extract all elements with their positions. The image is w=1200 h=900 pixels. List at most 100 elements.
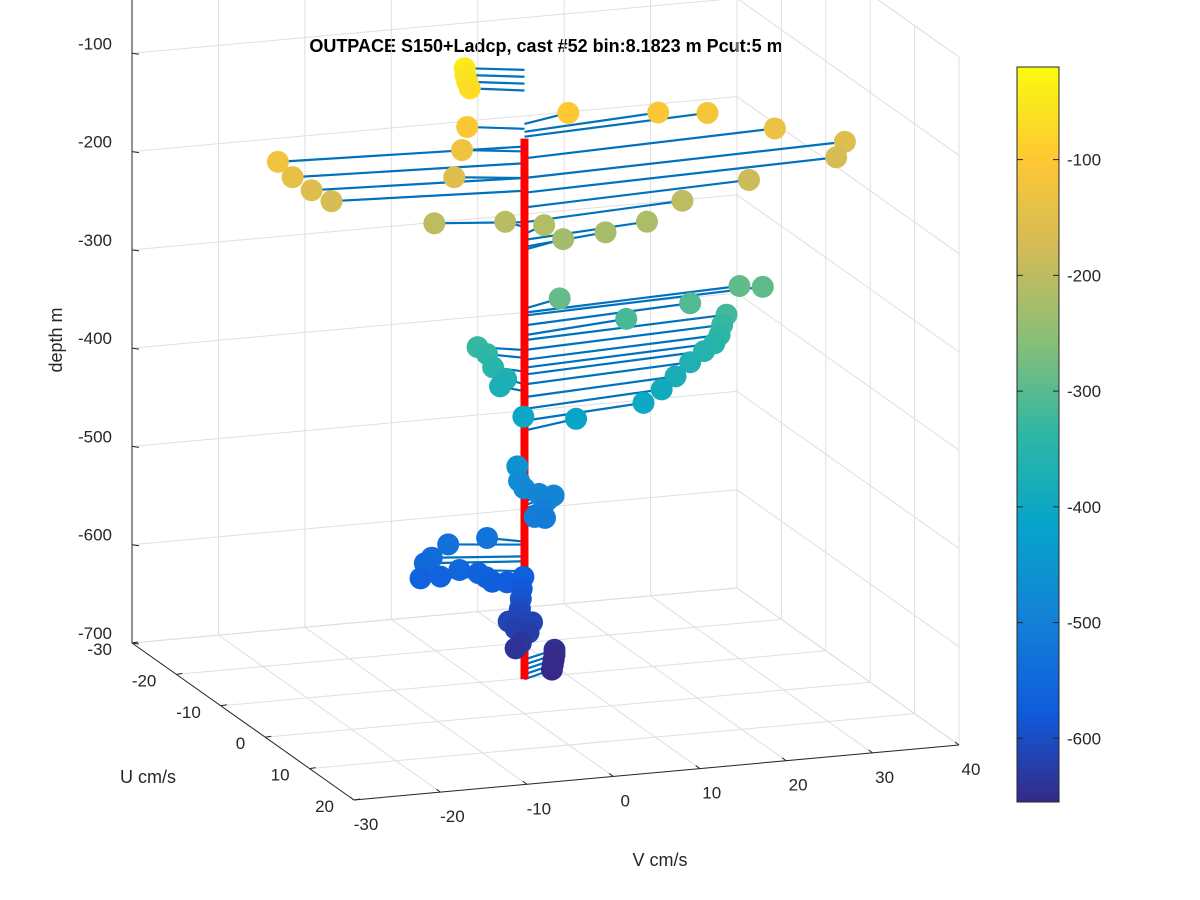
colorbar-tick-label: -500: [1067, 614, 1101, 633]
depth-marker: [548, 287, 571, 310]
x-tick-label: 40: [962, 760, 981, 779]
grid-line-floor-v: [563, 603, 787, 762]
depth-marker: [494, 210, 517, 233]
colorbar-tick-label: -100: [1067, 151, 1101, 170]
depth-marker: [671, 189, 694, 212]
depth-marker: [458, 77, 481, 100]
x-tick-label: -10: [527, 799, 552, 818]
y-tick-mark: [309, 767, 316, 770]
depth-marker: [635, 210, 658, 233]
z-axis-label: depth m: [46, 307, 66, 372]
grid-line-floor-v: [304, 626, 528, 785]
x-tick-mark: [522, 780, 528, 785]
grid-line-side-z: [736, 194, 960, 353]
depth-marker: [320, 190, 343, 213]
grid-lines: [131, 0, 960, 801]
vector-line: [524, 127, 776, 160]
depth-marker: [409, 567, 432, 590]
depth-marker: [825, 146, 848, 169]
depth-marker: [552, 228, 575, 251]
depth-marker: [456, 115, 479, 138]
colorbar-tick-label: -400: [1067, 498, 1101, 517]
z-tick-mark: [131, 52, 140, 55]
z-tick-label: -300: [78, 231, 112, 250]
depth-marker: [533, 506, 556, 529]
z-tick-label: -700: [78, 624, 112, 643]
depth-marker: [594, 221, 617, 244]
depth-marker: [504, 637, 527, 660]
depth-marker: [679, 351, 702, 374]
grid-line-floor-u: [265, 681, 871, 738]
depth-marker: [650, 378, 673, 401]
z-tick-mark: [131, 445, 140, 448]
grid-line-floor-v: [650, 595, 873, 754]
x-axis-line: [353, 744, 960, 801]
z-tick-mark: [131, 151, 140, 154]
y-tick-mark: [265, 735, 272, 738]
vector-line: [524, 178, 750, 209]
grid-line-side-z: [736, 391, 960, 549]
depth-marker: [489, 375, 512, 398]
y-tick-label: 0: [236, 734, 245, 753]
y-tick-mark: [220, 704, 227, 707]
depth-marker: [437, 533, 460, 556]
grid-line-floor-v: [218, 634, 441, 793]
vector-line: [331, 189, 525, 203]
vector-line: [292, 162, 525, 179]
depth-marker: [443, 166, 466, 189]
chart-title: OUTPACE S150+Ladcp, cast #52 bin:8.1823 …: [309, 36, 782, 56]
vector-line: [524, 285, 763, 317]
vector-line: [424, 560, 525, 565]
z-tick-label: -100: [78, 34, 112, 53]
vector-line: [311, 176, 525, 192]
velocity-vectors: [277, 67, 846, 681]
vector-line: [524, 220, 648, 241]
depth-marker: [737, 168, 760, 191]
y-tick-label: -10: [176, 703, 201, 722]
colorbar-gradient: [1016, 66, 1060, 803]
depth-marker: [281, 166, 304, 189]
vector-line: [524, 361, 691, 386]
depth-marker: [451, 139, 474, 162]
depth-marker: [512, 405, 535, 428]
depth-marker: [751, 275, 774, 298]
grid-line-side-z: [738, 0, 960, 156]
depth-marker: [696, 101, 719, 124]
x-tick-label: 10: [702, 784, 721, 803]
vector-line: [277, 145, 525, 163]
y-axis-line: [131, 642, 355, 801]
depth-marker: [429, 565, 452, 588]
y-tick-mark: [176, 672, 183, 675]
vector-line: [524, 111, 708, 138]
x-tick-mark: [695, 765, 701, 769]
x-tick-mark: [608, 773, 614, 777]
depth-marker: [533, 214, 556, 237]
floor-edge: [736, 587, 960, 746]
x-tick-mark: [954, 741, 960, 746]
z-tick-mark: [131, 642, 140, 645]
y-tick-mark: [353, 798, 361, 801]
depth-marker: [664, 365, 687, 388]
x-tick-mark: [349, 796, 355, 801]
y-tick-label: -30: [87, 640, 112, 659]
z-tick-label: -400: [78, 329, 112, 348]
axes-frame: [131, 0, 960, 801]
grid-line-floor-u: [176, 618, 782, 675]
x-tick-mark: [781, 757, 787, 762]
tick-labels: -30-20-10010203040-30-20-10010200-100-20…: [78, 34, 981, 834]
grid-line-side-z: [736, 489, 960, 648]
colorbar-tick-label: -300: [1067, 382, 1101, 401]
x-tick-mark: [868, 749, 873, 754]
depth-marker: [300, 179, 323, 202]
vector-line: [431, 555, 525, 559]
y-tick-label: 20: [315, 797, 334, 816]
colorbar-tick-label: -200: [1067, 266, 1101, 285]
depth-marker: [266, 150, 289, 173]
depth-marker: [632, 391, 655, 414]
y-tick-label: -20: [132, 671, 157, 690]
grid-line-side-z: [736, 292, 960, 451]
z-tick-mark: [131, 347, 140, 350]
depth-marker: [615, 307, 638, 330]
vector-line: [524, 317, 627, 337]
